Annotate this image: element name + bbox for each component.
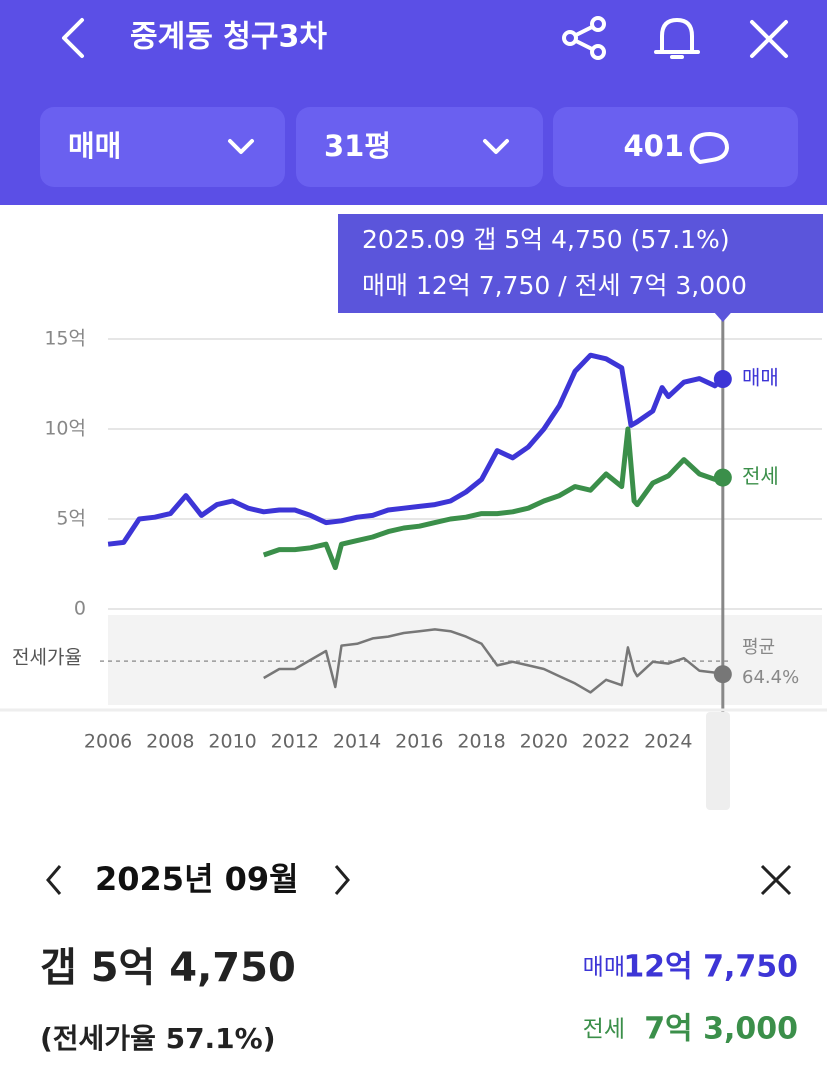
average-value: 64.4% bbox=[742, 667, 799, 688]
x-tick-label: 2008 bbox=[146, 731, 194, 753]
average-label: 평균 bbox=[742, 637, 775, 658]
x-tick-label: 2020 bbox=[520, 731, 568, 753]
filter-type-label: 매매 bbox=[68, 129, 121, 163]
end-dot bbox=[713, 468, 732, 487]
comment-count: 401 bbox=[623, 129, 684, 163]
x-tick-label: 2012 bbox=[271, 731, 319, 753]
x-tick-label: 2014 bbox=[333, 731, 381, 753]
x-tick-label: 2018 bbox=[457, 731, 505, 753]
filter-size[interactable] bbox=[296, 107, 543, 187]
detail-lease-value: 7억 3,000 bbox=[644, 1012, 798, 1047]
x-tick-label: 2022 bbox=[582, 731, 630, 753]
prev-month[interactable] bbox=[46, 865, 62, 895]
detail-month: 2025년 09월 bbox=[95, 860, 299, 898]
ratio-panel bbox=[108, 615, 822, 705]
next-month[interactable] bbox=[334, 865, 350, 895]
scroll-handle[interactable] bbox=[706, 712, 730, 810]
detail-close[interactable] bbox=[760, 864, 792, 896]
alarm-button[interactable] bbox=[654, 18, 700, 59]
legend-label: 전세 bbox=[742, 464, 779, 488]
filter-size-label: 31평 bbox=[324, 129, 391, 163]
y-tick-label: 5억 bbox=[56, 508, 86, 530]
legend-label: 매매 bbox=[742, 366, 779, 390]
comments-button[interactable] bbox=[553, 107, 798, 187]
series-line bbox=[263, 628, 724, 694]
tooltip-pointer bbox=[714, 313, 731, 322]
series-line bbox=[107, 352, 725, 547]
x-tick-label: 2016 bbox=[395, 731, 443, 753]
series-line bbox=[262, 426, 724, 571]
back-button[interactable] bbox=[62, 18, 84, 58]
y-axis-label: 전세가율 bbox=[12, 647, 82, 669]
page-title: 중계동 청구3차 bbox=[130, 20, 327, 55]
x-tick-label: 2006 bbox=[84, 731, 132, 753]
end-dot bbox=[713, 370, 732, 389]
share-button[interactable] bbox=[562, 16, 606, 60]
detail-sale-value: 12억 7,750 bbox=[623, 950, 798, 985]
y-tick-label: 15억 bbox=[44, 328, 86, 350]
tooltip-line2: 매매 12억 7,750 / 전세 7억 3,000 bbox=[362, 271, 747, 300]
detail-ratio: (전세가율 57.1%) bbox=[40, 1022, 276, 1055]
x-tick-label: 2010 bbox=[208, 731, 256, 753]
y-tick-label: 0 bbox=[74, 598, 86, 620]
tooltip-line1: 2025.09 갭 5억 4,750 (57.1%) bbox=[362, 225, 730, 254]
detail-lease-label: 전세 bbox=[583, 1017, 625, 1043]
end-dot bbox=[713, 665, 732, 684]
ylabel-bg bbox=[8, 644, 100, 672]
detail-gap: 갭 5억 4,750 bbox=[40, 945, 296, 991]
detail-sale-label: 매매 bbox=[583, 955, 625, 981]
x-tick-label: 2024 bbox=[644, 731, 692, 753]
filter-type[interactable] bbox=[40, 107, 285, 187]
close-button[interactable] bbox=[750, 20, 788, 58]
tooltip bbox=[338, 214, 823, 313]
y-tick-label: 10억 bbox=[44, 418, 86, 440]
